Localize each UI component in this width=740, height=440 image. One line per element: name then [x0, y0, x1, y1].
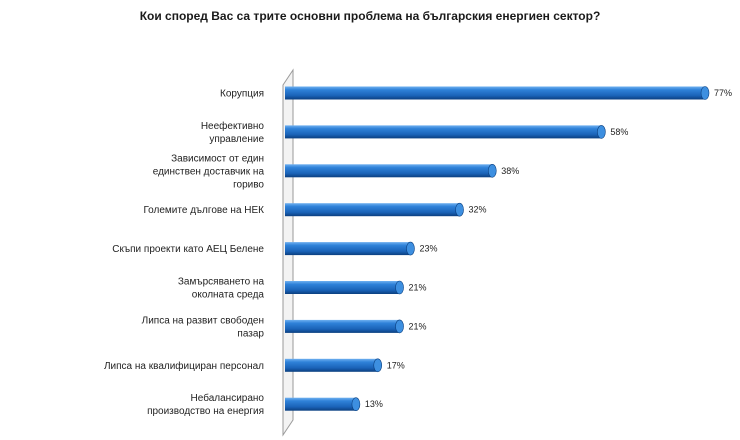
value-label: 23% — [419, 244, 437, 254]
category-label: Скъпи проекти като АЕЦ Белене — [112, 244, 264, 255]
value-label: 13% — [365, 399, 383, 409]
category-label-line: Скъпи проекти като АЕЦ Белене — [112, 244, 264, 255]
category-label-line: пазар — [237, 328, 264, 339]
value-label: 58% — [610, 127, 628, 137]
bar — [285, 358, 378, 372]
category-label: Големите дългове на НЕК — [143, 205, 264, 216]
category-label-line: производство на енергия — [147, 406, 264, 417]
category-label-line: Корупция — [220, 89, 264, 100]
bar-end-cap — [351, 397, 361, 412]
bar — [285, 281, 400, 294]
value-label: 77% — [714, 88, 732, 98]
category-label-line: гориво — [233, 179, 264, 190]
bar — [285, 164, 493, 178]
bar — [285, 242, 411, 256]
category-label: Небалансирано производство на енергия — [147, 392, 264, 417]
chart-title: Кои според Вас са трите основни проблема… — [139, 9, 601, 23]
value-labels: 77% 58% 38% 32% 23% 21% 21% 17% 13% — [365, 88, 732, 409]
bar — [285, 319, 400, 333]
category-label: Корупция — [220, 89, 264, 100]
category-label-line: Липса на развит свободен — [142, 314, 264, 326]
bar-end-cap — [597, 125, 606, 139]
category-label-line: Замърсяването на — [178, 277, 265, 288]
category-label-line: управление — [209, 134, 264, 145]
bar-end-cap — [406, 241, 415, 256]
category-label-line: единствен доставчик на — [153, 166, 265, 177]
category-label: Зависимост от един единствен доставчик на… — [153, 153, 265, 190]
category-label: Неефективно управление — [201, 120, 265, 145]
category-label: Замърсяването на околната среда — [178, 277, 265, 301]
category-label: Липса на квалифициран персонал — [104, 360, 264, 372]
bar — [285, 397, 356, 411]
bar-end-cap — [395, 280, 404, 295]
value-label: 21% — [409, 283, 427, 293]
value-label: 17% — [387, 360, 405, 370]
bar-end-cap — [373, 358, 383, 373]
bar — [285, 86, 705, 100]
category-label-line: Зависимост от един — [171, 153, 264, 164]
value-label: 21% — [409, 321, 427, 331]
bar-end-cap — [455, 202, 464, 217]
value-label: 32% — [469, 205, 487, 215]
bar-end-cap — [700, 86, 710, 100]
bar — [285, 203, 460, 217]
category-label: Липса на развит свободен пазар — [142, 314, 265, 339]
bar-end-cap — [487, 164, 497, 178]
bar-end-cap — [395, 319, 404, 334]
value-label: 38% — [501, 166, 519, 176]
category-label-line: Големите дългове на НЕК — [143, 205, 264, 216]
category-label-line: околната среда — [192, 290, 265, 301]
category-label-line: Небалансирано — [191, 392, 265, 404]
category-label-line: Неефективно — [201, 120, 265, 132]
category-labels: Корупция Неефективно управление Зависимост … — [104, 89, 264, 418]
bars-layer — [285, 86, 710, 412]
category-label-line: Липса на квалифициран персонал — [104, 360, 264, 372]
bar — [285, 125, 602, 139]
